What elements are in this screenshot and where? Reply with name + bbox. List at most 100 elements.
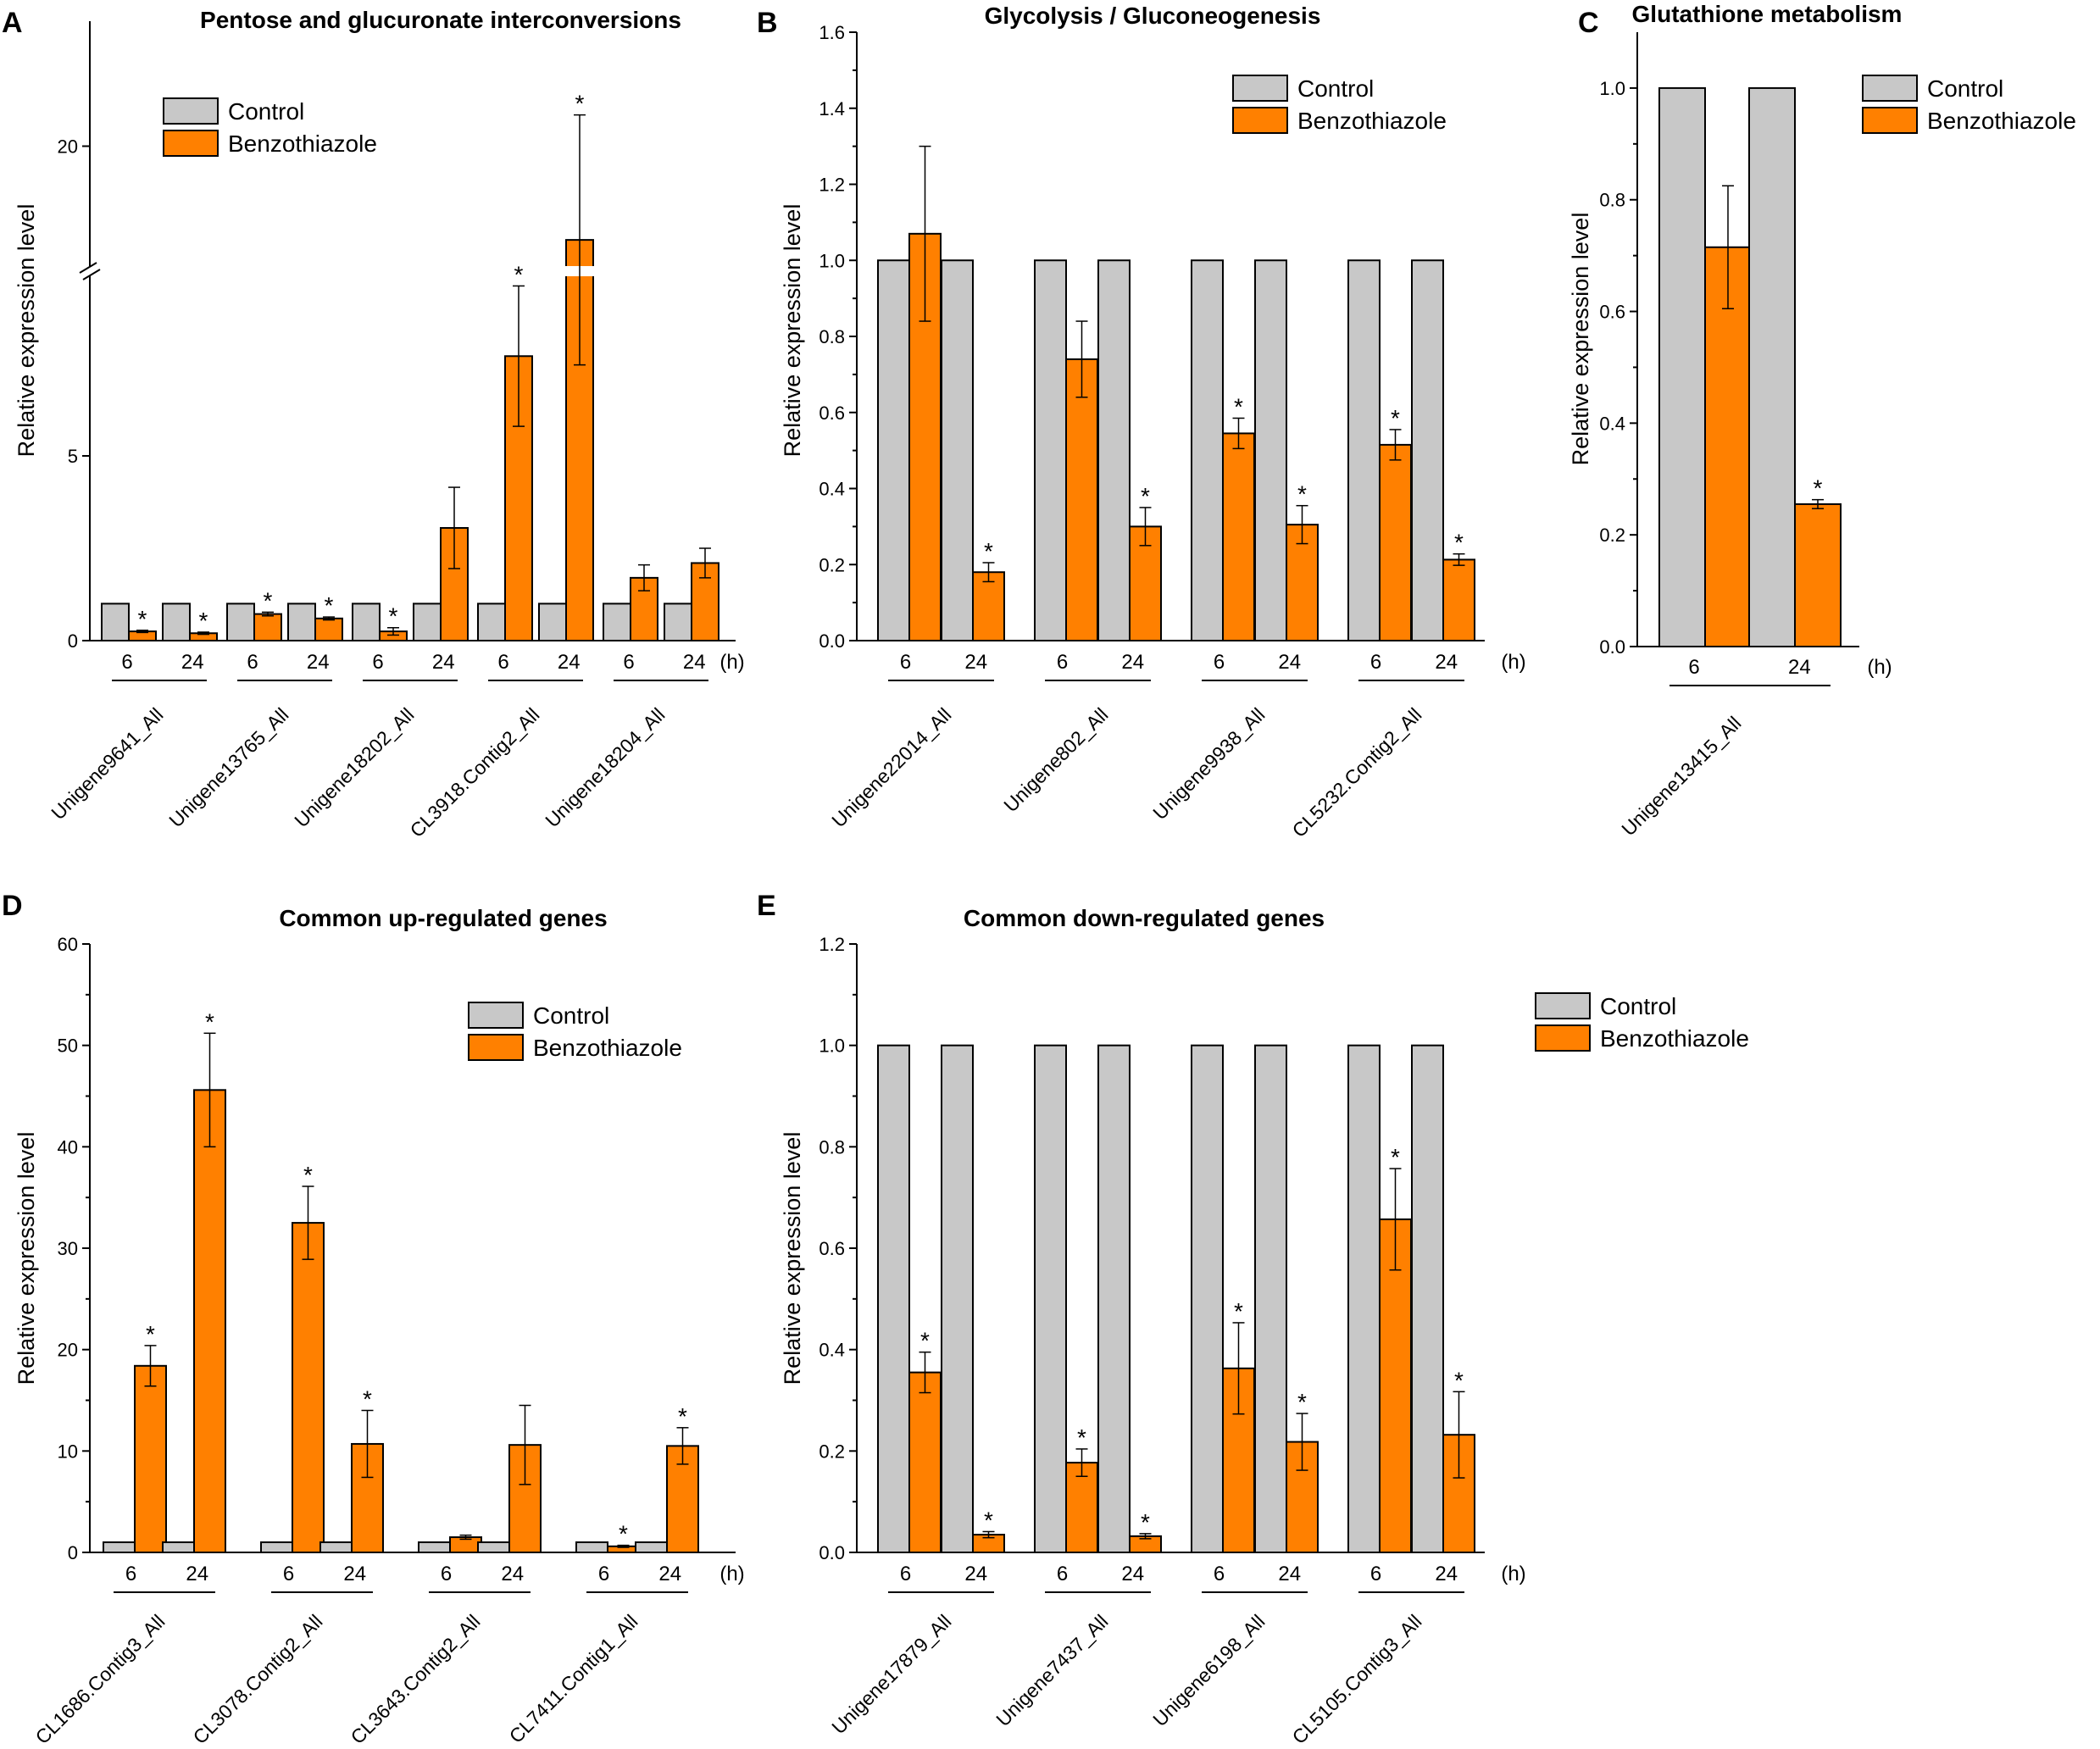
gene-group: * 6 * 24 Unigene9938_All bbox=[1148, 259, 1319, 824]
y-tick-label: 20 bbox=[58, 1340, 78, 1361]
bar-control bbox=[103, 1541, 136, 1553]
legend-label-control: Control bbox=[533, 1002, 609, 1029]
hour-unit-label: (h) bbox=[1501, 1563, 1525, 1585]
time-label: 6 bbox=[1370, 651, 1381, 674]
gene-label: CL3918.Contig2_All bbox=[405, 703, 543, 841]
significance-star: * bbox=[619, 1521, 628, 1547]
time-label: 24 bbox=[558, 651, 581, 674]
legend: Control Benzothiazole bbox=[1862, 75, 2076, 134]
gene-label: Unigene9938_All bbox=[1148, 703, 1269, 824]
bar-control bbox=[413, 602, 442, 642]
time-label: 6 bbox=[623, 651, 634, 674]
bar-control bbox=[538, 602, 567, 642]
significance-star: * bbox=[1141, 483, 1150, 509]
panel-letter: B bbox=[757, 7, 778, 39]
bar-treatment bbox=[1065, 1462, 1098, 1553]
significance-star: * bbox=[1077, 1424, 1086, 1451]
gene-group: * 6 * 24 CL1686.Contig3_All bbox=[31, 1008, 226, 1748]
time-label: 6 bbox=[1057, 1563, 1068, 1585]
significance-star: * bbox=[1814, 475, 1823, 502]
gene-label: CL5232.Contig2_All bbox=[1287, 703, 1425, 841]
axis-break-gap bbox=[80, 266, 100, 276]
legend-label-treatment: Benzothiazole bbox=[1600, 1025, 1749, 1052]
y-tick-label: 60 bbox=[58, 934, 78, 955]
gene-label: Unigene22014_All bbox=[827, 703, 955, 831]
panel-letter: E bbox=[757, 890, 776, 922]
time-label: 6 bbox=[497, 651, 508, 674]
significance-star: * bbox=[678, 1403, 687, 1430]
bar-control bbox=[635, 1541, 668, 1553]
gene-label: CL3643.Contig2_All bbox=[346, 1610, 484, 1748]
y-tick-label: 0.6 bbox=[1599, 302, 1625, 323]
gene-label: Unigene6198_All bbox=[1148, 1610, 1269, 1730]
bar-control bbox=[877, 1044, 910, 1553]
y-axis-label: Relative expression level bbox=[780, 204, 805, 458]
gene-group: * 6 * 24 Unigene6198_All bbox=[1148, 1044, 1319, 1730]
bar-control bbox=[1411, 1044, 1444, 1553]
significance-star: * bbox=[1234, 393, 1243, 419]
time-label: 6 bbox=[283, 1563, 294, 1585]
hour-unit-label: (h) bbox=[719, 651, 744, 674]
significance-star: * bbox=[1141, 1509, 1150, 1535]
time-label: 6 bbox=[125, 1563, 136, 1585]
significance-star: * bbox=[1454, 530, 1464, 556]
time-label: 6 bbox=[372, 651, 383, 674]
legend-swatch-treatment bbox=[468, 1034, 524, 1061]
significance-star: * bbox=[389, 603, 398, 630]
panel-a: A Pentose and glucuronate interconversion… bbox=[2, 7, 745, 841]
chart-title: Glycolysis / Gluconeogenesis bbox=[985, 3, 1321, 29]
bar-control bbox=[1097, 1044, 1131, 1553]
y-tick-label: 0.4 bbox=[1599, 413, 1625, 434]
significance-star: * bbox=[1454, 1367, 1464, 1393]
significance-star: * bbox=[363, 1385, 372, 1412]
bar-treatment bbox=[1065, 358, 1098, 641]
y-tick-label: 1.6 bbox=[819, 22, 845, 43]
significance-star: * bbox=[138, 606, 147, 632]
bar-control bbox=[260, 1541, 293, 1553]
y-tick-label: 0.0 bbox=[819, 1542, 845, 1563]
panel-e: E Common down-regulated genes 0.0 0.2 0.4 0.6… bbox=[757, 890, 1749, 1748]
significance-star: * bbox=[264, 587, 273, 614]
bar-control bbox=[941, 259, 974, 641]
bar-control bbox=[418, 1541, 451, 1553]
legend-label-control: Control bbox=[1600, 993, 1676, 1019]
time-label: 24 bbox=[1788, 656, 1811, 679]
y-tick-label: 5 bbox=[68, 446, 78, 467]
y-tick-label: 0.6 bbox=[819, 1238, 845, 1259]
legend-swatch-control bbox=[1535, 992, 1591, 1019]
time-label: 24 bbox=[1121, 651, 1144, 674]
bar-control bbox=[352, 602, 381, 642]
significance-star: * bbox=[1297, 481, 1307, 508]
bar-control bbox=[603, 602, 631, 642]
time-label: 24 bbox=[964, 1563, 987, 1585]
bar-treatment bbox=[1222, 432, 1255, 641]
legend-label-control: Control bbox=[1297, 75, 1374, 102]
bar-control bbox=[162, 602, 191, 642]
panel-b: B Glycolysis / Gluconeogenesis 0.0 0.2 0.4 0.… bbox=[757, 3, 1526, 841]
significance-star: * bbox=[146, 1321, 155, 1347]
time-label: 6 bbox=[900, 1563, 911, 1585]
time-label: 24 bbox=[658, 1563, 681, 1585]
hour-unit-label: (h) bbox=[1867, 656, 1892, 679]
time-label: 6 bbox=[1214, 651, 1225, 674]
gene-label: Unigene9641_All bbox=[47, 703, 167, 824]
time-label: 24 bbox=[1278, 651, 1301, 674]
bar-treatment bbox=[440, 527, 469, 642]
significance-star: * bbox=[920, 1328, 930, 1354]
y-tick-label: 0.0 bbox=[819, 630, 845, 652]
axis-break-mark bbox=[79, 262, 97, 274]
significance-star: * bbox=[325, 592, 334, 619]
bar-control bbox=[1347, 259, 1381, 641]
panel-letter: D bbox=[2, 890, 23, 922]
time-label: 6 bbox=[598, 1563, 609, 1585]
gene-label: CL7411.Contig1_All bbox=[505, 1610, 642, 1747]
legend-swatch-treatment bbox=[1862, 107, 1918, 134]
gene-label: CL3078.Contig2_All bbox=[188, 1610, 326, 1748]
legend-label-treatment: Benzothiazole bbox=[533, 1035, 682, 1061]
time-label: 24 bbox=[186, 1563, 208, 1585]
significance-star: * bbox=[514, 261, 524, 287]
gene-label: Unigene18202_All bbox=[290, 703, 418, 831]
legend: Control Benzothiazole bbox=[1232, 75, 1447, 134]
bar-control bbox=[1254, 259, 1287, 641]
